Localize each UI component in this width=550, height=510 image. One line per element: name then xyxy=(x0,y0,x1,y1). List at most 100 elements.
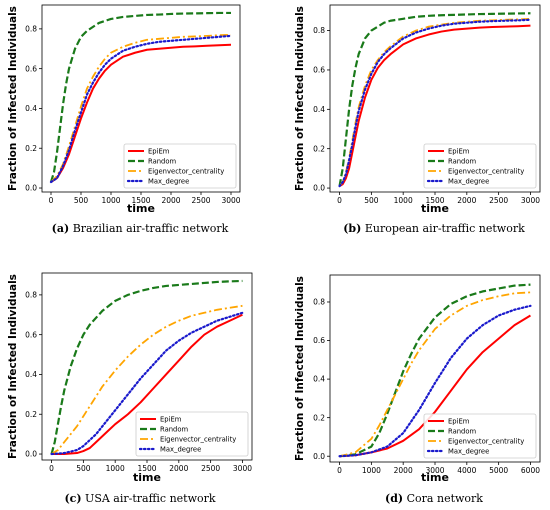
y-tick-label: 0.0 xyxy=(313,452,325,461)
y-tick-label: 0.8 xyxy=(313,298,325,307)
series-line-eigenvector-centrality xyxy=(50,33,232,183)
legend-entry-label: EpiEm xyxy=(448,147,470,155)
x-tick-label: 3000 xyxy=(233,464,252,473)
x-tick-label: 1000 xyxy=(394,196,413,205)
y-tick-label: 0.2 xyxy=(25,410,37,419)
x-tick-label: 1500 xyxy=(425,196,444,205)
legend-entry-label: Max_degree xyxy=(448,177,489,185)
legend-box xyxy=(123,143,237,189)
x-tick-label: 1500 xyxy=(137,464,156,473)
x-tick-label: 3000 xyxy=(521,196,540,205)
y-tick-label: 0.4 xyxy=(313,105,325,114)
y-axis-label: Fraction of Infected Individuals xyxy=(294,6,306,191)
caption-text: European air-traffic network xyxy=(361,222,525,235)
panel-caption: (d) Cora network xyxy=(385,492,483,505)
x-axis-label: time xyxy=(133,471,161,484)
y-tick-label: 0.2 xyxy=(25,144,37,153)
x-tick-label: 2500 xyxy=(191,196,210,205)
x-tick-label: 3000 xyxy=(425,466,444,475)
y-tick-label: 0.6 xyxy=(25,64,37,73)
x-tick-label: 2500 xyxy=(489,196,508,205)
y-tick-label: 0.6 xyxy=(313,66,325,75)
x-tick-label: 1000 xyxy=(362,466,381,475)
x-tick-label: 0 xyxy=(49,464,54,473)
series-line-max-degree xyxy=(338,18,532,188)
chart-panel-b: 0 500 1000 1500 2000 2500 3000 0.0 0.2 0.4 0.6 0.8 t… xyxy=(294,4,541,235)
chart-panel-d: 0 1000 2000 3000 4000 5000 6000 0.0 0.2 0.4 0.6 0.8… xyxy=(294,274,541,505)
y-axis-label: Fraction of Infected Individuals xyxy=(7,274,19,459)
series-line-eigenvector-centrality xyxy=(51,304,243,455)
series-line-epiem xyxy=(50,43,232,183)
legend-entry-label: Random xyxy=(148,157,177,165)
series-line-random xyxy=(338,12,531,187)
y-tick-label: 0.4 xyxy=(313,375,325,384)
legend-entry-label: Eigenvector_centrality xyxy=(448,437,524,445)
series-lines xyxy=(50,279,244,456)
x-axis-label: time xyxy=(421,202,449,215)
y-tick-label: 0.2 xyxy=(313,144,325,153)
legend-entry-label: Random xyxy=(448,157,477,165)
chart-panel-a: 0 500 1000 1500 2000 2500 3000 0.0 0.2 0.4 0.6 0.8 t… xyxy=(7,4,241,235)
caption-letter: (a) xyxy=(52,222,70,235)
y-tick-label: 0.2 xyxy=(313,413,325,422)
panel-caption: (a) Brazilian air-traffic network xyxy=(52,222,229,235)
legend-entry-label: Random xyxy=(448,427,477,435)
legend-entry-label: Max_degree xyxy=(448,447,489,455)
legend-entry-label: Max_degree xyxy=(160,445,201,453)
x-tick-label: 2000 xyxy=(457,196,476,205)
series-line-max-degree xyxy=(338,304,532,458)
x-tick-label: 500 xyxy=(364,196,379,205)
x-tick-label: 0 xyxy=(337,196,342,205)
y-tick-label: 0.0 xyxy=(25,184,37,193)
caption-letter: (b) xyxy=(343,222,361,235)
x-axis-label: time xyxy=(127,202,155,215)
legend-entry-label: Eigenvector_centrality xyxy=(448,167,524,175)
x-tick-label: 0 xyxy=(337,466,342,475)
legend-box xyxy=(423,413,537,459)
legend: EpiEm Random Eigenvector_centrality Max_deg… xyxy=(123,143,237,189)
x-tick-label: 2000 xyxy=(161,196,180,205)
x-tick-label: 4000 xyxy=(457,466,476,475)
series-line-random xyxy=(49,11,231,183)
x-tick-label: 500 xyxy=(74,196,89,205)
chart-panel-c: 0 500 1000 1500 2000 2500 3000 0.0 0.2 0.4 0.6 0.8 t… xyxy=(7,272,253,505)
series-line-max-degree xyxy=(49,34,233,184)
x-tick-label: 6000 xyxy=(521,466,540,475)
x-tick-label: 1500 xyxy=(131,196,150,205)
y-tick-label: 0.6 xyxy=(25,330,37,339)
legend-entry-label: Eigenvector_centrality xyxy=(160,435,236,443)
x-tick-label: 2000 xyxy=(394,466,413,475)
x-tick-label: 2500 xyxy=(201,464,220,473)
panel-caption: (b) European air-traffic network xyxy=(343,222,525,235)
legend: EpiEm Random Eigenvector_centrality Max_deg… xyxy=(423,143,537,189)
legend-entry-label: Eigenvector_centrality xyxy=(148,167,224,175)
legend-entry-label: EpiEm xyxy=(160,415,182,423)
x-axis-label: time xyxy=(421,471,449,484)
series-line-random xyxy=(339,283,531,458)
series-line-random xyxy=(50,279,243,455)
series-lines xyxy=(49,11,233,184)
panel-caption: (c) USA air-traffic network xyxy=(64,492,215,505)
y-tick-label: 0.8 xyxy=(25,290,37,299)
y-axis-label: Fraction of Infected Individuals xyxy=(294,276,306,461)
caption-text: Cora network xyxy=(403,492,483,505)
legend: EpiEm Random Eigenvector_centrality Max_deg… xyxy=(135,411,249,457)
legend: EpiEm Random Eigenvector_centrality Max_deg… xyxy=(423,413,537,459)
series-line-eigenvector-centrality xyxy=(338,17,531,187)
legend-box xyxy=(135,411,249,457)
series-line-epiem xyxy=(339,24,531,187)
y-tick-label: 0.0 xyxy=(313,184,325,193)
caption-letter: (d) xyxy=(385,492,403,505)
caption-letter: (c) xyxy=(64,492,81,505)
series-line-eigenvector-centrality xyxy=(339,291,531,458)
x-tick-label: 1000 xyxy=(106,464,125,473)
x-tick-label: 0 xyxy=(49,196,54,205)
legend-entry-label: Random xyxy=(160,425,189,433)
series-line-epiem xyxy=(51,313,243,456)
x-tick-label: 3000 xyxy=(221,196,240,205)
x-tick-label: 2000 xyxy=(169,464,188,473)
legend-box xyxy=(423,143,537,189)
y-tick-label: 0.0 xyxy=(25,450,37,459)
series-lines xyxy=(338,283,532,458)
